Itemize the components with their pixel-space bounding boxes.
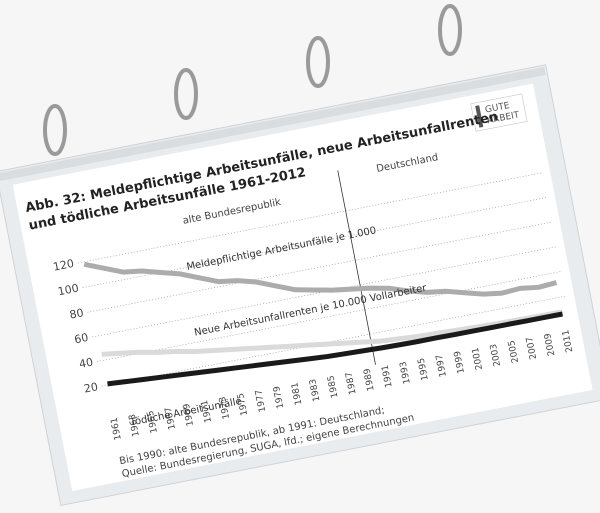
x-tick-label: 1969 bbox=[182, 402, 196, 427]
grid-line bbox=[87, 221, 553, 313]
logo-bar bbox=[475, 105, 484, 128]
grid-line bbox=[101, 295, 568, 387]
x-tick-label: 1963 bbox=[128, 413, 142, 437]
x-tick-label: 2001 bbox=[471, 346, 485, 370]
sheet: GUTE ARBEIT Abb. 32: Meldepflichtige Arb… bbox=[0, 64, 600, 507]
region-divider bbox=[337, 170, 376, 365]
x-tick-label: 1979 bbox=[272, 385, 286, 410]
x-tick-label: 1991 bbox=[381, 364, 395, 388]
sleeve-strip bbox=[0, 67, 546, 182]
x-tick-label: 1971 bbox=[200, 399, 214, 423]
y-tick-label: 120 bbox=[52, 257, 75, 274]
ring bbox=[174, 68, 198, 120]
rings bbox=[43, 4, 462, 156]
x-tick-label: 1973 bbox=[218, 396, 232, 420]
y-tick-label: 40 bbox=[78, 356, 94, 371]
x-tick-label: 1997 bbox=[435, 353, 449, 377]
x-tick-label: 1999 bbox=[453, 350, 467, 375]
y-tick-label: 60 bbox=[73, 331, 89, 346]
x-tick-label: 1983 bbox=[308, 378, 322, 402]
x-tick-label: 1995 bbox=[417, 357, 431, 381]
x-tick-label: 1993 bbox=[399, 360, 413, 384]
x-tick-label: 1987 bbox=[344, 371, 358, 395]
x-tick-label: 1985 bbox=[326, 374, 340, 398]
series-line bbox=[83, 261, 558, 297]
grid-line bbox=[77, 172, 544, 264]
y-tick-label: 100 bbox=[57, 282, 80, 299]
x-tick-label: 1977 bbox=[254, 389, 268, 413]
ring bbox=[43, 104, 67, 156]
x-tick-label: 1981 bbox=[290, 381, 304, 405]
logo-box bbox=[470, 93, 528, 132]
logo-text: GUTE bbox=[484, 101, 511, 116]
x-tick-label: 1967 bbox=[164, 406, 178, 430]
series-line bbox=[107, 311, 563, 387]
y-tick-label: 20 bbox=[83, 380, 99, 395]
y-tick-label: 80 bbox=[68, 306, 84, 321]
x-tick-label: 2007 bbox=[525, 336, 539, 360]
x-tick-label: 1965 bbox=[146, 410, 160, 434]
x-tick-label: 2003 bbox=[489, 343, 503, 367]
ring bbox=[438, 4, 462, 56]
x-tick-label: 2005 bbox=[507, 339, 521, 363]
ring bbox=[306, 36, 330, 88]
x-tick-label: 1989 bbox=[362, 367, 376, 392]
x-tick-label: 1961 bbox=[110, 417, 124, 441]
x-tick-label: 2011 bbox=[561, 329, 575, 353]
paper bbox=[12, 83, 593, 491]
series-line bbox=[101, 309, 563, 357]
x-tick-label: 2009 bbox=[543, 332, 557, 357]
x-tick-label: 1975 bbox=[236, 392, 250, 416]
